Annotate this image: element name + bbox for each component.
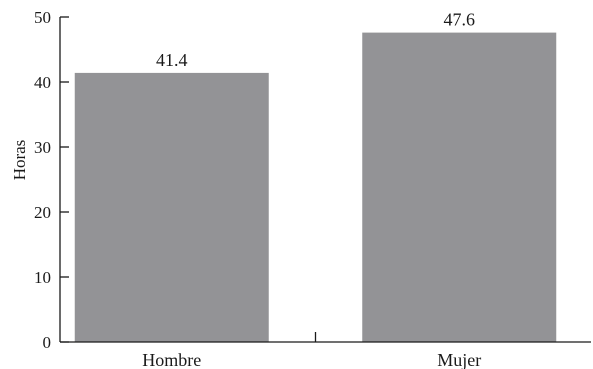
y-axis-ticks: 0 10 20 30 40 50 [34,8,69,352]
y-tick-label: 20 [34,203,51,222]
y-tick-label: 30 [34,138,51,157]
y-tick-label: 40 [34,73,51,92]
y-tick-label: 10 [34,268,51,287]
y-tick-label: 50 [34,8,51,27]
y-tick-label: 0 [43,333,52,352]
data-label: 47.6 [444,10,476,30]
bars: 41.4 47.6 [75,10,557,342]
data-label: 41.4 [156,50,188,70]
x-category-label: Mujer [437,350,481,369]
y-axis-label: Horas [10,140,29,181]
bar-mujer [362,33,556,342]
x-category-label: Hombre [142,350,201,369]
bar-hombre [75,73,269,342]
